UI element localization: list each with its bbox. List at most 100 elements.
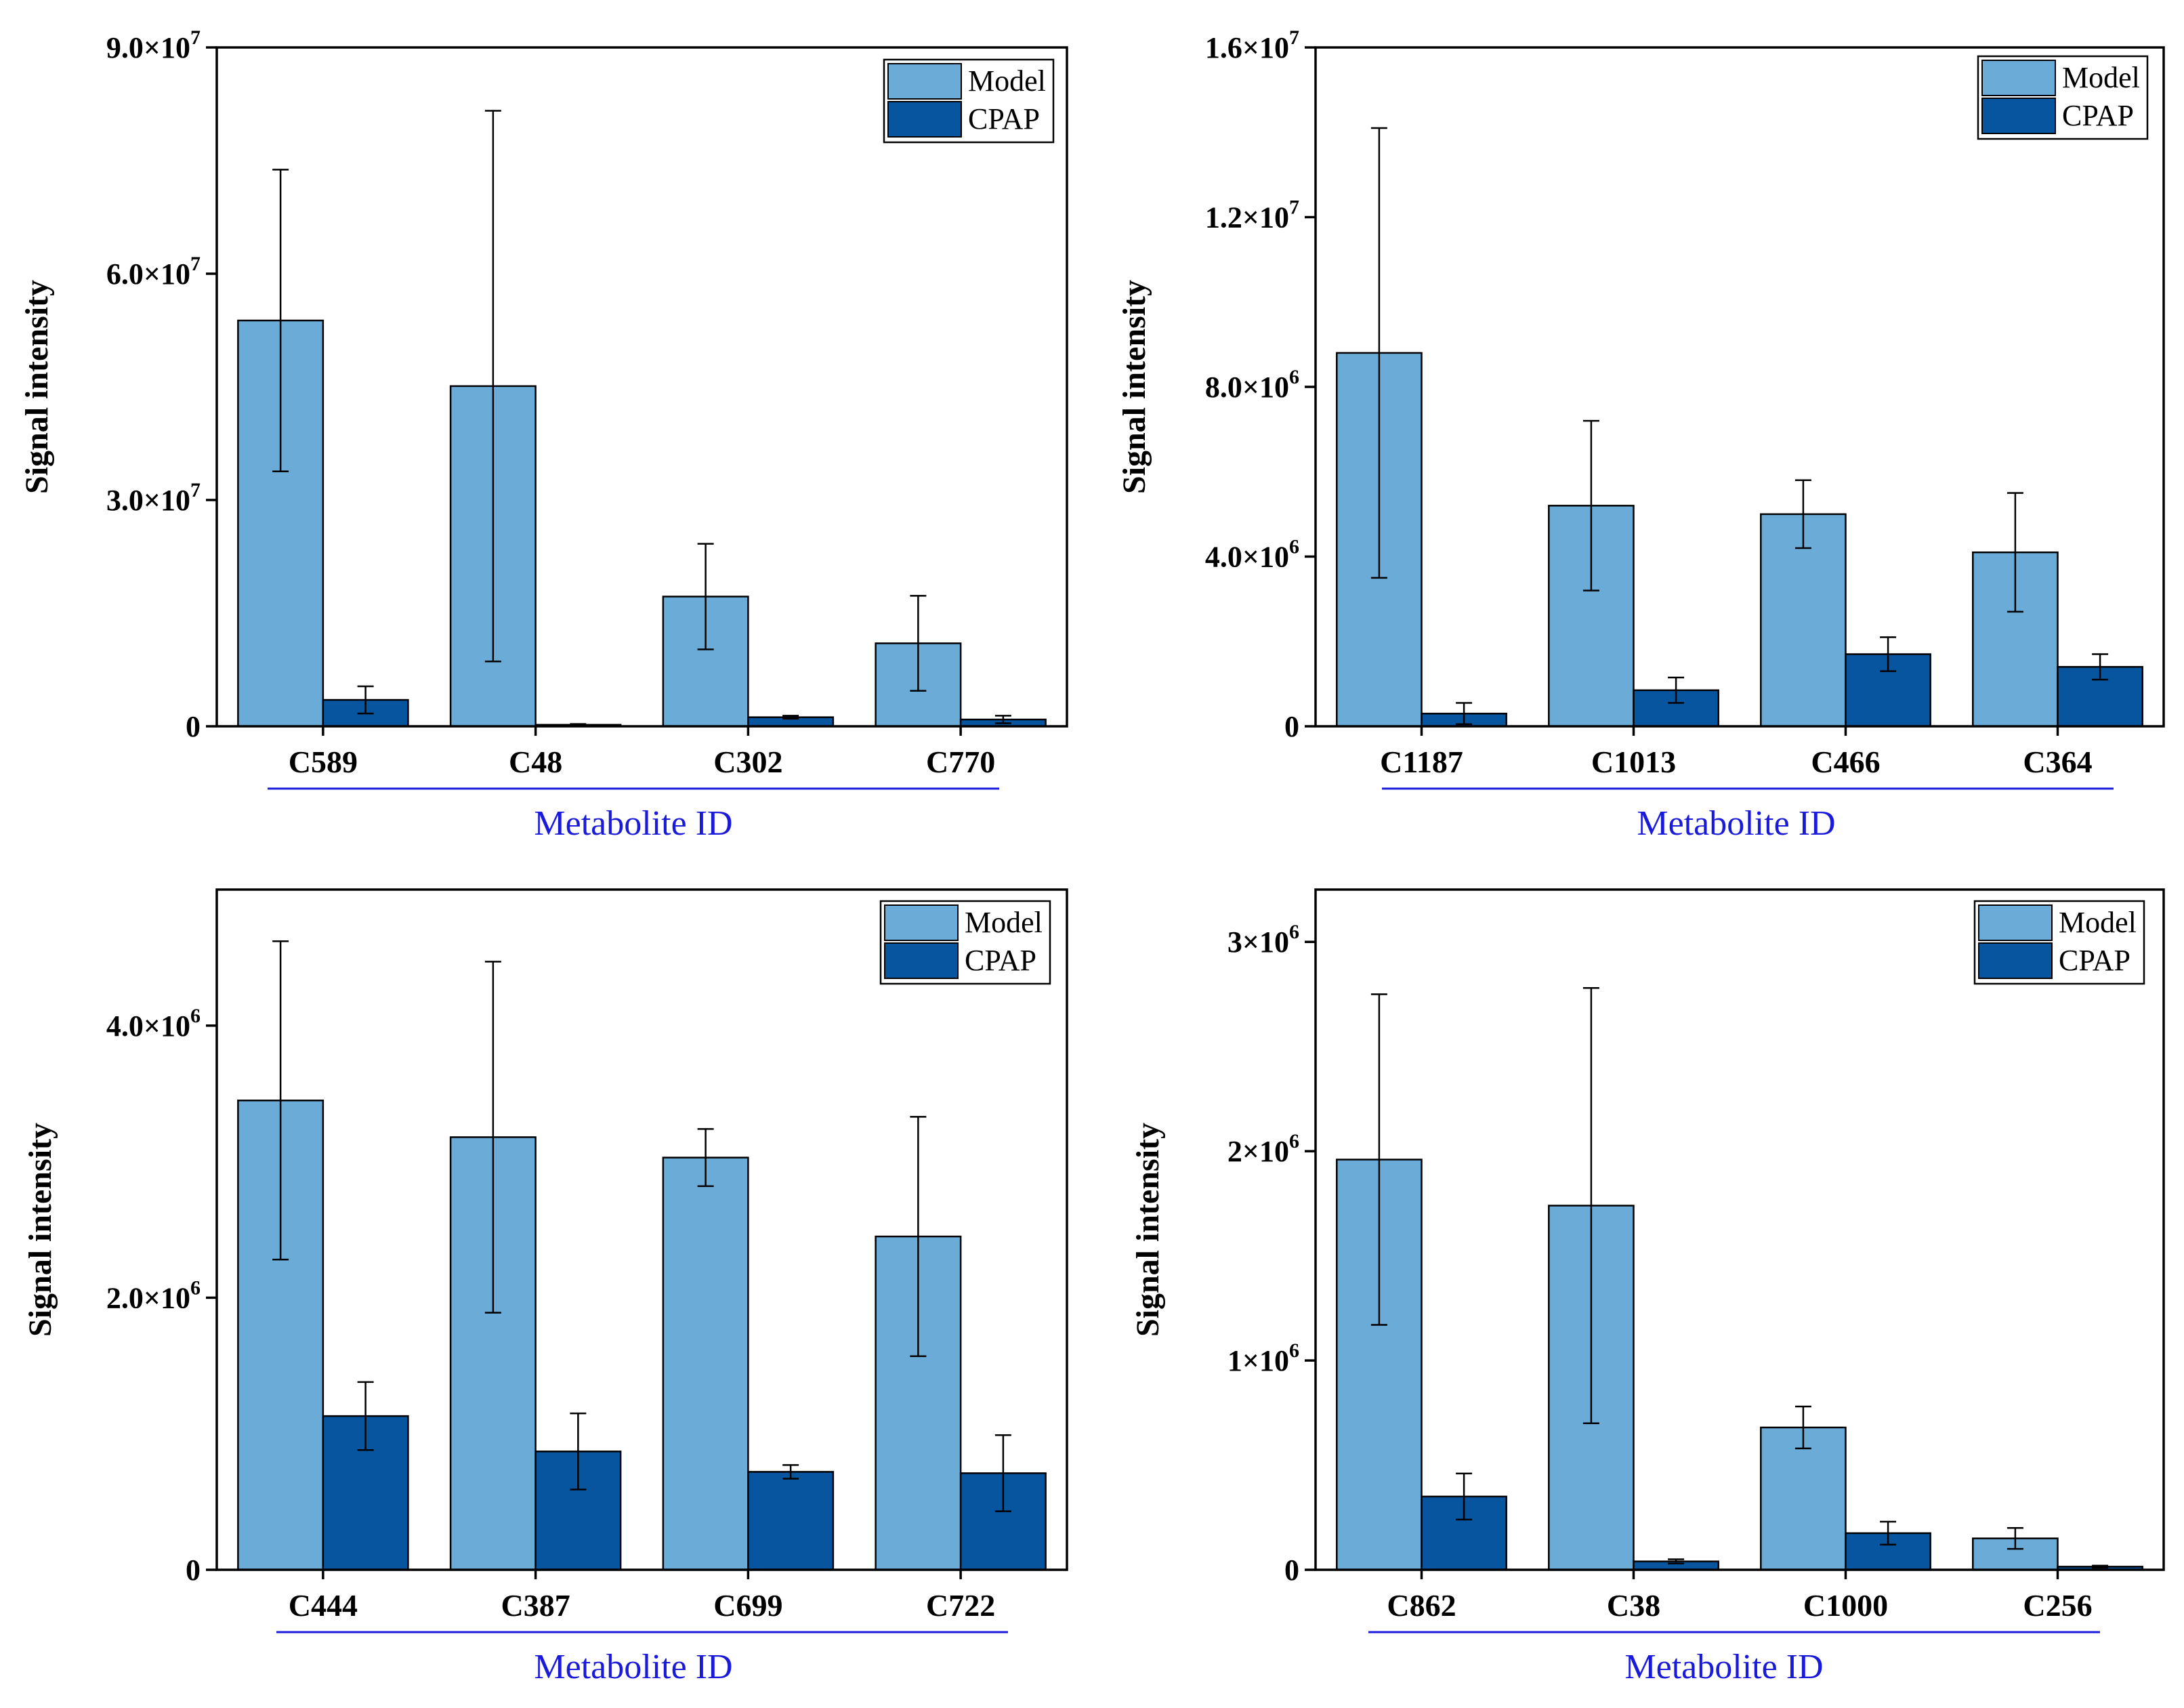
chart-panel-2: C1187 C1013 C466 C364 0 4.0×106 8.0×106 1.2×107… xyxy=(1116,26,2165,843)
error-bar-cpap-c1000 xyxy=(1880,1520,1897,1546)
plot-frame xyxy=(1314,888,2165,1571)
y-tick-label: 0 xyxy=(1284,710,1299,743)
error-bar-cpap-c364 xyxy=(2092,653,2109,681)
error-bar-cpap-c466 xyxy=(1880,636,1897,672)
y-tick-label: 2.0×106 xyxy=(106,1276,201,1314)
x-tick-label: C722 xyxy=(926,1588,995,1623)
legend-swatch-model xyxy=(884,904,959,941)
y-tick-label: 0 xyxy=(186,710,201,743)
error-bar-cpap-c589 xyxy=(357,685,374,715)
y-axis-label: Signal intensity xyxy=(1130,1123,1166,1337)
y-tick-label: 9.0×107 xyxy=(106,26,201,64)
bar-model-c466 xyxy=(1760,513,1847,728)
error-bar-cpap-c699 xyxy=(782,1464,799,1480)
error-bar-model-c302 xyxy=(697,543,714,650)
x-axis-label: Metabolite ID xyxy=(534,804,732,843)
x-tick-label: C699 xyxy=(713,1588,782,1623)
y-tick-label: 0 xyxy=(1284,1554,1299,1587)
y-tick-label: 4.0×106 xyxy=(106,1005,201,1043)
chart-panel-4: C862 C38 C1000 C256 0 1×106 2×106 3×106 Signal i… xyxy=(1130,888,2165,1686)
error-bar-model-c862 xyxy=(1370,993,1387,1326)
error-bar-cpap-c1013 xyxy=(1668,676,1685,704)
x-tick-label: C302 xyxy=(713,745,782,779)
x-tick-label: C444 xyxy=(289,1588,358,1623)
error-bar-cpap-c444 xyxy=(357,1381,374,1451)
error-bar-model-c48 xyxy=(484,110,501,663)
error-bar-model-c589 xyxy=(272,169,289,472)
legend-label-cpap: CPAP xyxy=(2062,99,2134,132)
y-tick-label: 1×106 xyxy=(1227,1339,1299,1377)
error-bar-model-c256 xyxy=(2007,1526,2023,1550)
x-tick-label: C1013 xyxy=(1591,745,1676,779)
bar-model-c699 xyxy=(662,1157,749,1571)
error-bar-model-c1187 xyxy=(1370,127,1387,579)
y-tick-label: 3×106 xyxy=(1227,921,1299,959)
legend: Model CPAP xyxy=(883,58,1055,144)
x-tick-label: C256 xyxy=(2023,1588,2092,1623)
legend-label-model: Model xyxy=(2062,61,2140,94)
x-tick-label: C770 xyxy=(926,745,995,779)
bar-cpap-c722 xyxy=(959,1472,1047,1571)
legend-label-cpap: CPAP xyxy=(968,102,1040,136)
error-bar-cpap-c770 xyxy=(994,715,1011,724)
x-tick-label: C1187 xyxy=(1380,745,1463,779)
x-tick-label: C364 xyxy=(2023,745,2092,779)
legend-swatch-cpap xyxy=(1978,942,2053,979)
x-tick-label: C38 xyxy=(1607,1588,1660,1623)
legend: Model CPAP xyxy=(879,900,1051,985)
y-tick-label: 2×106 xyxy=(1227,1130,1299,1168)
error-bar-model-c1000 xyxy=(1794,1405,1811,1450)
y-axis-label: Signal intensity xyxy=(1116,280,1152,494)
y-tick-label: 3.0×107 xyxy=(106,479,201,517)
legend-swatch-cpap xyxy=(884,942,959,979)
error-bar-model-c444 xyxy=(272,940,289,1261)
legend-label-model: Model xyxy=(965,906,1043,939)
y-tick-label: 0 xyxy=(186,1554,201,1587)
y-tick-label: 4.0×106 xyxy=(1205,536,1299,574)
error-bar-cpap-c722 xyxy=(994,1434,1011,1512)
y-tick-label: 1.6×107 xyxy=(1205,26,1299,64)
x-tick-label: C48 xyxy=(509,745,562,779)
legend-label-cpap: CPAP xyxy=(965,944,1036,977)
error-bar-cpap-c302 xyxy=(782,715,799,720)
x-tick-label: C466 xyxy=(1811,745,1880,779)
legend-label-cpap: CPAP xyxy=(2059,944,2130,977)
y-tick-label: 8.0×106 xyxy=(1205,366,1299,404)
y-axis-label: Signal intensity xyxy=(22,1123,58,1337)
x-axis-label: Metabolite ID xyxy=(1637,804,1835,843)
x-axis-label: Metabolite ID xyxy=(534,1648,732,1686)
error-bar-cpap-c862 xyxy=(1456,1472,1473,1521)
error-bar-cpap-c38 xyxy=(1668,1558,1685,1564)
y-tick-label: 6.0×107 xyxy=(106,253,201,291)
error-bar-model-c364 xyxy=(2007,492,2023,613)
x-tick-label: C862 xyxy=(1387,1588,1456,1623)
bar-cpap-c699 xyxy=(747,1471,835,1571)
error-bar-model-c1013 xyxy=(1582,419,1599,591)
x-tick-label: C1000 xyxy=(1803,1588,1888,1623)
chart-panel-3: C444 C387 C699 C722 0 2.0×106 4.0×106 Signal in… xyxy=(22,888,1068,1686)
legend: Model CPAP xyxy=(1977,55,2149,140)
plot-frame xyxy=(215,888,1068,1571)
legend-swatch-model xyxy=(1981,60,2056,96)
error-bar-cpap-c387 xyxy=(570,1412,587,1491)
error-bar-model-c387 xyxy=(484,961,501,1314)
error-bar-cpap-c256 xyxy=(2092,1564,2109,1569)
legend-swatch-model xyxy=(887,63,962,100)
error-bar-model-c699 xyxy=(697,1128,714,1187)
legend-swatch-cpap xyxy=(1981,98,2056,134)
bar-model-c1000 xyxy=(1760,1426,1847,1571)
legend-swatch-model xyxy=(1978,904,2053,941)
chart-panel-1: C589 C48 C302 C770 0 3.0×107 6.0×107 9.0×107 Sig… xyxy=(19,26,1068,843)
error-bar-cpap-c1187 xyxy=(1456,702,1473,726)
error-bar-model-c466 xyxy=(1794,479,1811,549)
legend-label-model: Model xyxy=(968,64,1046,98)
legend-label-model: Model xyxy=(2059,906,2137,939)
error-bar-model-c722 xyxy=(910,1116,927,1357)
x-axis-label: Metabolite ID xyxy=(1624,1648,1823,1686)
x-tick-label: C589 xyxy=(289,745,358,779)
legend-swatch-cpap xyxy=(887,101,962,138)
error-bar-model-c770 xyxy=(910,595,927,692)
y-tick-label: 1.2×107 xyxy=(1205,196,1299,234)
plot-frame xyxy=(215,46,1068,728)
